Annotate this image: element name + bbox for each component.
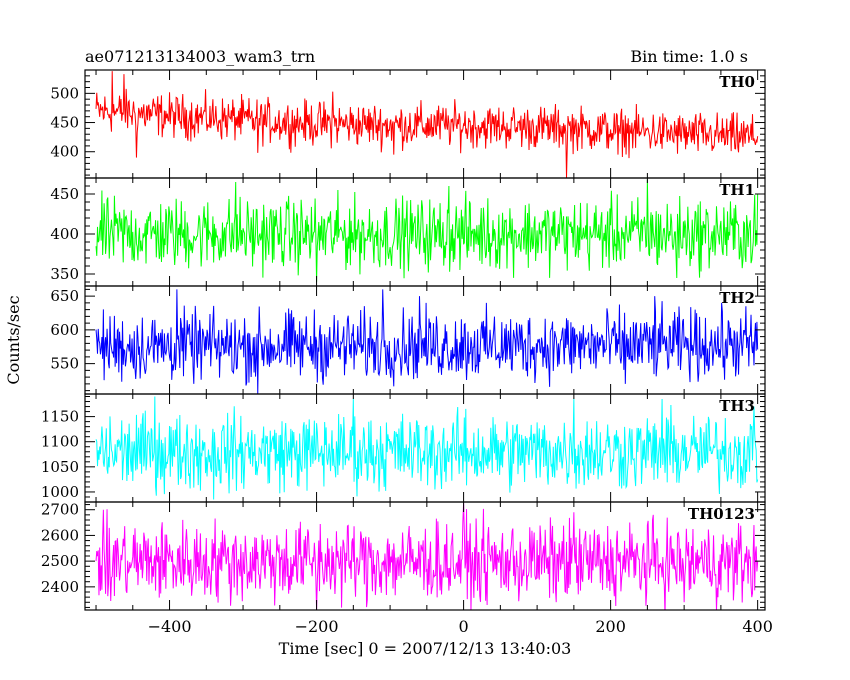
y-tick-label: 450: [50, 185, 79, 203]
y-tick-label: 2700: [41, 501, 79, 519]
y-tick-label: 2400: [41, 578, 79, 596]
panel-label-th2: TH2: [719, 289, 755, 307]
y-tick-label: 550: [50, 355, 79, 373]
y-tick-label: 400: [50, 143, 79, 161]
y-tick-label: 2500: [41, 552, 79, 570]
y-tick-label: 1100: [41, 433, 79, 451]
panel-label-th0: TH0: [719, 73, 755, 91]
chart-title-left: ae071213134003_wam3_trn: [85, 47, 315, 66]
y-tick-label: 1150: [41, 408, 79, 426]
series-line-th0: [95, 71, 759, 178]
x-tick-label: −400: [148, 617, 192, 636]
y-tick-label: 650: [50, 287, 79, 305]
chart-title-right: Bin time: 1.0 s: [630, 47, 748, 66]
panel-th2: 550 600 650 TH2: [50, 285, 766, 395]
x-axis-label: Time [sec] 0 = 2007/12/13 13:40:03: [279, 639, 572, 658]
x-tick-label: 0: [459, 617, 469, 636]
panel-label-th1: TH1: [719, 181, 755, 199]
series-line-th2: [95, 289, 759, 394]
panels-group: 400 450 500 TH0 350 400 450 TH1 550 600 650 TH2 1000…: [41, 69, 773, 636]
panel-label-th3: TH3: [719, 397, 755, 415]
y-tick-label: 1050: [41, 458, 79, 476]
x-tick-label: 400: [742, 617, 773, 636]
series-line-th0123: [95, 503, 759, 610]
y-axis-label: Counts/sec: [4, 295, 23, 384]
series-line-th3: [95, 396, 759, 500]
y-tick-label: 350: [50, 265, 79, 283]
y-tick-label: 400: [50, 225, 79, 243]
y-tick-label: 1000: [41, 483, 79, 501]
x-tick-label: −200: [295, 617, 339, 636]
panel-th1: 350 400 450 TH1: [50, 177, 766, 287]
series-line-th1: [95, 179, 759, 283]
y-tick-label: 600: [50, 321, 79, 339]
panel-label-th0123: TH0123: [688, 505, 755, 523]
x-tick-label: 200: [595, 617, 626, 636]
y-tick-label: 450: [50, 114, 79, 132]
panel-th0: 400 450 500 TH0: [50, 69, 766, 179]
y-tick-label: 2600: [41, 526, 79, 544]
panel-th3: 1000 1050 1100 1150 TH3: [41, 393, 766, 503]
panel-th0123: 2400 2500 2600 2700 TH0123: [41, 501, 766, 611]
y-tick-label: 500: [50, 84, 79, 102]
